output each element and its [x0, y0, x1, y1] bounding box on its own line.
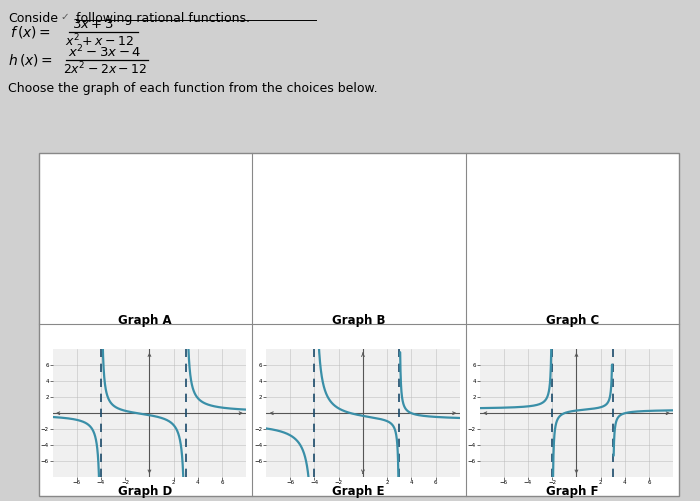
- Text: Conside: Conside: [8, 12, 58, 25]
- Text: Choose the graph of each function from the choices below.: Choose the graph of each function from t…: [8, 82, 377, 95]
- Text: Graph C: Graph C: [545, 314, 599, 327]
- Text: Graph E: Graph E: [332, 485, 385, 498]
- Text: Graph A: Graph A: [118, 314, 172, 327]
- Text: $3x+3$: $3x+3$: [72, 18, 114, 31]
- Text: Graph B: Graph B: [332, 314, 386, 327]
- Text: $f\,(x)=$: $f\,(x)=$: [10, 24, 51, 40]
- Text: ✓: ✓: [60, 12, 69, 22]
- Text: $x^2+x-12$: $x^2+x-12$: [65, 33, 134, 50]
- Text: Graph D: Graph D: [118, 485, 172, 498]
- Text: $2x^2-2x-12$: $2x^2-2x-12$: [63, 61, 148, 78]
- Text: $x^2-3x-4$: $x^2-3x-4$: [68, 44, 141, 61]
- Text: $h\,(x)=$: $h\,(x)=$: [8, 52, 53, 68]
- Text: Graph F: Graph F: [546, 485, 598, 498]
- Text: following rational functions.: following rational functions.: [76, 12, 250, 25]
